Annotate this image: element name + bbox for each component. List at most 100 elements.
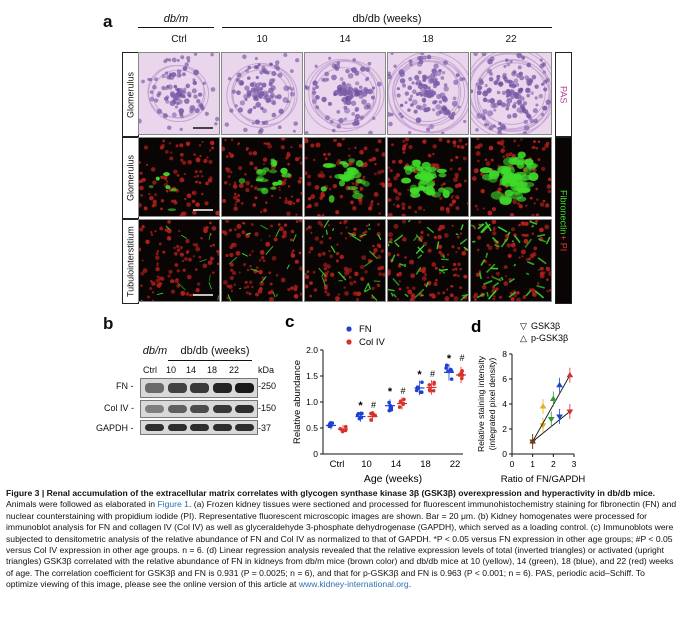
- blot-band: [167, 404, 187, 414]
- panel-c-y-tick-label: 2.0: [306, 345, 318, 355]
- panel-d-gsk3b-point: [547, 417, 555, 423]
- panel-c-legend-marker: [346, 326, 352, 332]
- panel-c-legend-label: FN: [359, 324, 372, 335]
- panel-d-legend-label: p-GSK3β: [531, 333, 568, 343]
- caption-title: Figure 3 | Renal accumulation of the ext…: [6, 488, 656, 498]
- panel-d-y-tick-label: 8: [502, 349, 507, 359]
- panel-c-data-point: [444, 366, 448, 370]
- blot-row-label: Col IV -: [104, 403, 135, 413]
- panel-c-data-point: [444, 363, 449, 368]
- glomerulus-fluorescence-micrograph: [304, 137, 386, 217]
- blot-band: [145, 382, 164, 394]
- panel-c-data-point: [387, 408, 392, 413]
- panel-d-pgsk3b-point: [539, 403, 547, 409]
- blot-band: [212, 404, 232, 414]
- panel-c-x-tick-label: Ctrl: [330, 459, 345, 470]
- panel-b-lane-label: 22: [229, 365, 240, 375]
- panel-d-x-tick-label: 3: [572, 459, 577, 469]
- panel-d-x-tick-label: 0: [510, 459, 515, 469]
- tubulointerstitium-fluorescence-micrograph: [470, 219, 552, 302]
- panel-d-pgsk3b-point: [566, 371, 574, 378]
- pas-micrograph: [304, 52, 386, 135]
- panel-c-data-point: [449, 377, 454, 381]
- blot-band: [235, 382, 254, 394]
- blot-band: [145, 404, 164, 414]
- row-label-glomerulus-pas: Glomerulus: [122, 52, 139, 137]
- stain-label-fn-pi: Fibronectin + PI: [555, 137, 572, 304]
- panel-c-legend-label: Col IV: [359, 337, 386, 348]
- panel-c-data-point: [369, 418, 373, 422]
- panel-a-dbdb-underline: [222, 27, 552, 28]
- blot-band: [212, 423, 232, 432]
- blot-band: [190, 382, 209, 394]
- figure-caption: Figure 3 | Renal accumulation of the ext…: [6, 488, 678, 591]
- panel-d-y-label-line2: (integrated pixel density): [487, 358, 497, 451]
- glomerulus-fluorescence-micrograph: [387, 137, 469, 217]
- panel-c-colIV-significance: #: [430, 369, 435, 379]
- panel-a-group-dbdb: db/db (weeks): [352, 13, 422, 25]
- blot-strip: [140, 420, 258, 435]
- panel-a-column-label: 10: [256, 34, 268, 45]
- panel-c-data-point: [460, 376, 464, 381]
- panel-c-data-point: [340, 429, 345, 434]
- panel-c-letter: c: [285, 312, 294, 331]
- caption-body-2: . (a) Frozen kidney tissues were section…: [6, 499, 677, 590]
- panel-d-y-label-line1: Relative staining intensity: [476, 355, 486, 452]
- panel-c-data-point: [330, 421, 335, 425]
- panel-d-legend-symbol: ▽: [520, 321, 527, 331]
- panel-b-kda-label: kDa: [258, 365, 275, 375]
- panel-d-x-tick-label: 2: [551, 459, 556, 469]
- panel-b-lane-label: 10: [166, 365, 177, 375]
- panel-c-x-label: Age (weeks): [364, 473, 422, 485]
- blot-band: [190, 423, 209, 432]
- panel-c-fn-significance: *: [358, 400, 363, 412]
- blot-band: [190, 404, 209, 414]
- stain-label-fibronectin: Fibronectin: [558, 190, 569, 235]
- tubulointerstitium-fluorescence-micrograph: [304, 219, 386, 302]
- blot-band: [167, 382, 187, 394]
- panel-d-regression-line: [532, 375, 571, 442]
- panel-d-gsk3b-point: [556, 414, 563, 420]
- pas-micrograph: [387, 52, 469, 135]
- panel-c-x-tick-label: 22: [450, 459, 461, 470]
- panel-c-y-tick-label: 0: [313, 449, 318, 459]
- panel-c-fn-significance: *: [388, 386, 393, 398]
- blot-kda-marker: -150: [258, 403, 277, 413]
- panel-c-y-tick-label: 1.5: [306, 371, 318, 381]
- panel-b-lane-label: Ctrl: [143, 365, 157, 375]
- row-label-glomerulus-fn: Glomerulus: [122, 137, 139, 219]
- panel-c-colIV-significance: #: [459, 353, 464, 363]
- tubulointerstitium-fluorescence-micrograph: [138, 219, 220, 302]
- panel-c-data-point: [420, 380, 424, 385]
- blot-band: [235, 423, 254, 432]
- panel-d-x-tick-label: 1: [530, 459, 535, 469]
- panel-c-data-point: [356, 411, 361, 416]
- panel-c-x-tick-label: 14: [391, 459, 402, 470]
- panel-d-legend-symbol: △: [520, 333, 527, 343]
- blot-kda-marker: -37: [258, 423, 272, 433]
- panel-c-y-tick-label: 0.5: [306, 423, 318, 433]
- panel-c-fn-significance: *: [447, 353, 452, 365]
- panel-c-data-point: [402, 397, 406, 402]
- blot-band: [212, 382, 232, 394]
- panel-c-data-point: [343, 424, 348, 429]
- panel-c-y-tick-label: 1.0: [306, 397, 318, 407]
- caption-url-link[interactable]: www.kidney-international.org: [298, 579, 409, 590]
- blot-band: [235, 404, 254, 414]
- panel-d-chart: d ▽ GSK3β △ p-GSK3β 0 2 4 6 8 0 1 2 3 Ratio of FN/GAPD…: [471, 317, 585, 485]
- panel-c-data-point: [431, 388, 436, 393]
- panel-c-legend-marker: [346, 339, 352, 345]
- row-label-tubulointerstitium: Tubulointerstitium: [122, 219, 139, 304]
- panel-c-x-tick-label: 18: [420, 459, 431, 470]
- panel-d-gsk3b-point: [566, 409, 574, 415]
- panel-d-y-tick-label: 2: [502, 424, 507, 434]
- blot-band: [145, 423, 164, 432]
- panel-c-data-point: [427, 383, 432, 387]
- panel-d-letter: d: [471, 317, 481, 336]
- panel-b-letter: b: [103, 314, 114, 333]
- panel-c-data-point: [359, 412, 364, 416]
- panel-b-group-dbm: db/m: [142, 345, 168, 357]
- caption-figure-link[interactable]: Figure 1: [157, 499, 189, 510]
- stain-label-pas: PAS: [555, 52, 572, 137]
- panel-c-data-point: [428, 388, 432, 393]
